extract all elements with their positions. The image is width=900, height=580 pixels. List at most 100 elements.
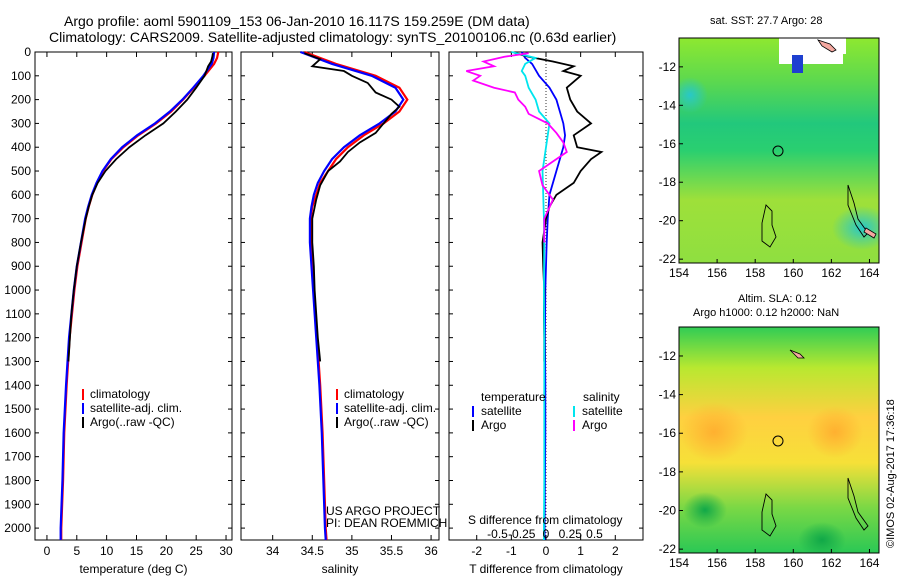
header-line2: Climatology: CARS2009. Satellite-adjuste…	[49, 29, 616, 45]
d-salinity-tick-label: 0.5	[586, 527, 603, 541]
map-xtick-label: 156	[707, 556, 727, 570]
depth-tick-label: 800	[11, 235, 31, 249]
sla-high-patch-east	[807, 406, 863, 458]
sla-map-title1: Altim. SLA: 0.12	[738, 293, 817, 305]
s-xtick-label: 36	[424, 544, 438, 558]
sla-high-patch	[680, 402, 748, 462]
depth-tick-label: 200	[11, 93, 31, 107]
d-salinity-tick-label: 0.25	[559, 527, 583, 541]
t-xtick-label: 30	[219, 544, 233, 558]
map-xtick-label: 164	[859, 266, 879, 280]
series-climatology	[60, 51, 220, 540]
t-xtick-label: 0	[44, 544, 51, 558]
series-satellite-adj-clim-	[59, 51, 216, 540]
reef	[761, 493, 777, 537]
map-xtick-label: 156	[707, 266, 727, 280]
t-xlabel: temperature (deg C)	[79, 562, 187, 576]
depth-tick-label: 700	[11, 212, 31, 226]
t-frame	[34, 51, 233, 541]
depth-tick-label: 1000	[4, 283, 31, 297]
map-ytick-label: -12	[659, 349, 677, 363]
d-xlabel-top: S difference from climatology	[468, 513, 623, 527]
depth-tick-label: 1100	[5, 307, 31, 321]
depth-tick-label: 1300	[4, 354, 31, 368]
series-salinity-satellite	[511, 51, 551, 540]
depth-tick-label: 1700	[4, 450, 31, 464]
map-xtick-label: 162	[821, 266, 841, 280]
sla-low-patch	[683, 492, 727, 528]
s-xtick-label: 34.5	[301, 544, 325, 558]
credit-text: ©IMOS 02-Aug-2017 17:36:18	[885, 399, 897, 548]
depth-tick-label: 500	[11, 164, 31, 178]
s-legend-entry: satellite-adj. clim.	[344, 401, 436, 415]
map-xtick-label: 154	[669, 556, 689, 570]
map-xtick-label: 160	[783, 556, 803, 570]
salinity-panel: 34 34.5 35 35.5 36 salinity climatologysatelli…	[240, 50, 447, 576]
map-ytick-label: -18	[659, 175, 677, 189]
series-temperature-argo	[514, 52, 604, 362]
depth-tick-label: 400	[11, 140, 31, 154]
sla-map: Altim. SLA: 0.12 Argo h1000: 0.12 h2000:…	[659, 293, 880, 570]
map-ytick-label: -14	[659, 98, 677, 112]
sla-map-title2: Argo h1000: 0.12 h2000: NaN	[693, 307, 839, 319]
series-climatology	[303, 50, 409, 541]
d-xtick-label: -1	[506, 544, 517, 558]
s-frame	[240, 51, 440, 541]
map-ytick-label: -16	[659, 426, 677, 440]
s-xtick-label: 35	[345, 544, 359, 558]
depth-tick-label: 1800	[4, 473, 31, 487]
sst-cool-patch-west	[679, 77, 708, 113]
depth-tick-label: 900	[11, 259, 31, 273]
d-xtick-label: 0	[543, 544, 550, 558]
t-xtick-label: 15	[130, 544, 144, 558]
series-satellite-adj-clim-	[300, 50, 405, 541]
island	[847, 477, 869, 531]
d-legend-title-salinity: salinity	[583, 390, 620, 404]
sst-cool-patch	[832, 206, 879, 250]
map-ytick-label: -22	[659, 252, 677, 266]
d-xtick-label: 2	[612, 544, 619, 558]
map-ytick-label: -22	[659, 542, 677, 556]
series-salinity-argo	[466, 52, 568, 243]
island	[847, 184, 869, 238]
s-annotation: US ARGO PROJECT	[326, 504, 441, 518]
depth-tick-label: 2000	[4, 521, 31, 535]
depth-tick-label: 0	[24, 45, 31, 59]
sst-float-marker	[772, 145, 784, 157]
map-ytick-label: -14	[659, 388, 677, 402]
sla-low-patch-east	[798, 522, 846, 553]
d-xlabel: T difference from climatology	[469, 562, 623, 576]
d-legend-entry: Argo	[582, 418, 608, 432]
t-xtick-label: 10	[100, 544, 114, 558]
map-xtick-label: 162	[821, 556, 841, 570]
d-legend-entry: Argo	[481, 418, 507, 432]
difference-panel: -2 -1 0 1 2 T difference from climatology temp…	[448, 51, 644, 576]
t-xtick-label: 25	[190, 544, 204, 558]
map-ytick-label: -12	[659, 60, 677, 74]
series-temperature-satellite	[520, 51, 566, 540]
t-legend-entry: satellite-adj. clim.	[90, 401, 182, 415]
sla-float-marker	[772, 435, 784, 447]
d-legend-entry: satellite	[582, 404, 623, 418]
map-xtick-label: 160	[783, 266, 803, 280]
sst-cold-pixel	[792, 55, 803, 73]
map-ytick-label: -18	[659, 465, 677, 479]
depth-tick-label: 100	[11, 69, 31, 83]
sst-map-title: sat. SST: 27.7 Argo: 28	[710, 15, 823, 27]
t-legend-entry: climatology	[90, 387, 150, 401]
d-xtick-label: -2	[471, 544, 482, 558]
depth-tick-label: 300	[11, 116, 31, 130]
island	[817, 39, 837, 53]
reef	[761, 204, 777, 248]
map-ytick-label: -20	[659, 504, 677, 518]
depth-tick-label: 1400	[4, 378, 31, 392]
map-xtick-label: 154	[669, 266, 689, 280]
s-annotation: PI: DEAN ROEMMICH	[326, 516, 447, 530]
series-argo-raw-qc-	[67, 53, 214, 362]
sst-map: sat. SST: 27.7 Argo: 28 154 156 158 160 162 1…	[659, 15, 880, 280]
map-xtick-label: 164	[859, 556, 879, 570]
s-xtick-label: 35.5	[380, 544, 404, 558]
s-xtick-label: 34	[266, 544, 280, 558]
d-salinity-tick-label: 0	[543, 527, 550, 541]
